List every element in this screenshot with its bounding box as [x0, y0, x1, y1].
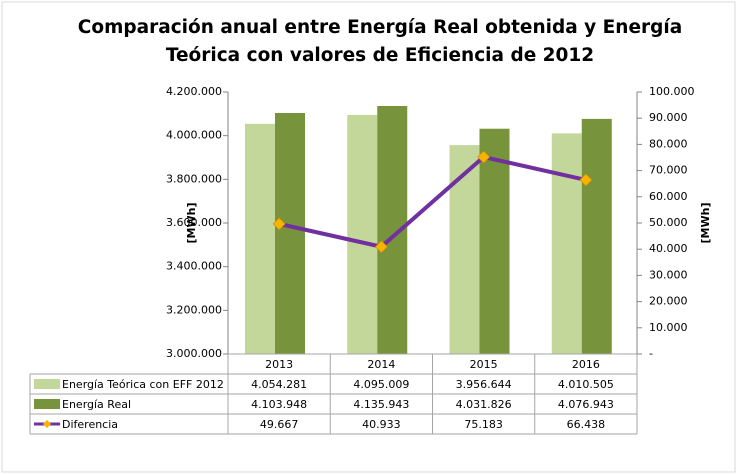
marker: [272, 217, 286, 231]
y-axis-label: [MWh]: [185, 203, 198, 244]
y2-tick-label: 30.000: [649, 268, 688, 281]
line: [278, 155, 587, 249]
marker: [374, 240, 388, 254]
table-value: 49.667: [260, 418, 299, 431]
legend-key: [34, 379, 60, 389]
table-value: 4.031.826: [456, 398, 512, 411]
table-value: 4.135.943: [353, 398, 409, 411]
y-tick-label: 4.000.000: [166, 129, 222, 142]
legend-label: Energía Teórica con EFF 2012: [62, 378, 224, 391]
bar: [581, 118, 612, 354]
table-value: 4.103.948: [251, 398, 307, 411]
bar: [275, 112, 305, 355]
marker: [477, 150, 491, 164]
legend-key: [34, 399, 60, 409]
legend-label: Diferencia: [62, 418, 118, 431]
y2-tick-label: 100.000: [649, 85, 695, 98]
y2-tick-label: -: [649, 347, 653, 360]
y-tick-label: 3.000.000: [166, 347, 222, 360]
table-value: 4.095.009: [353, 378, 409, 391]
table-value: 4.010.505: [558, 378, 614, 391]
legend-label: Energía Real: [62, 398, 131, 411]
table-value: 75.183: [464, 418, 503, 431]
legend-key: [43, 420, 51, 428]
y-tick-label: 3.800.000: [166, 172, 222, 185]
table-value: 40.933: [362, 418, 401, 431]
x-tick-label: 2014: [367, 358, 395, 371]
bar: [551, 133, 582, 354]
y2-tick-label: 20.000: [649, 295, 688, 308]
table-value: 4.054.281: [251, 378, 307, 391]
x-tick-label: 2015: [470, 358, 498, 371]
y2-tick-label: 40.000: [649, 242, 688, 255]
table-value: 66.438: [567, 418, 606, 431]
table-value: 3.956.644: [456, 378, 512, 391]
bar: [245, 123, 275, 355]
y-tick-label: 3.200.000: [166, 303, 222, 316]
x-tick-label: 2013: [265, 358, 293, 371]
y-tick-label: 4.200.000: [166, 85, 222, 98]
bar: [347, 114, 378, 354]
y2-tick-label: 60.000: [649, 190, 688, 203]
table-value: 4.076.943: [558, 398, 614, 411]
y2-axis-label: [MWh]: [699, 203, 712, 244]
y2-tick-label: 80.000: [649, 137, 688, 150]
bar: [479, 128, 510, 354]
y2-tick-label: 90.000: [649, 111, 688, 124]
y-tick-label: 3.400.000: [166, 260, 222, 273]
marker: [579, 173, 593, 187]
y-tick-label: 3.600.000: [166, 216, 222, 229]
y2-tick-label: 50.000: [649, 216, 688, 229]
chart-title: Comparación anual entre Energía Real obt…: [77, 17, 683, 66]
x-tick-label: 2016: [572, 358, 600, 371]
y2-tick-label: 70.000: [649, 164, 688, 177]
y2-tick-label: 10.000: [649, 321, 688, 334]
